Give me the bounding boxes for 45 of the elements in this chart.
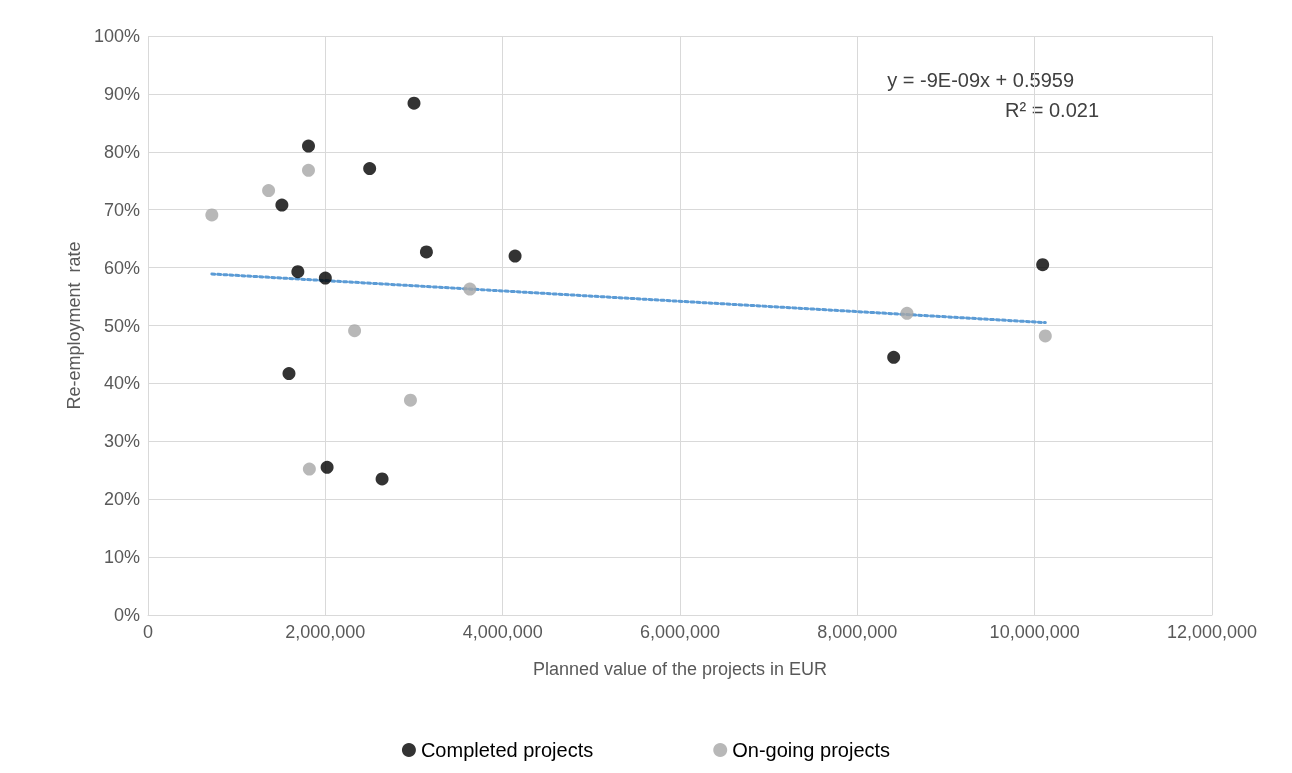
point [403, 393, 417, 407]
point [419, 245, 433, 259]
x-tick-label: 8,000,000 [817, 622, 898, 642]
point [282, 367, 296, 381]
y-tick-label: 80% [103, 141, 140, 162]
y-tick-label: 100% [93, 26, 140, 46]
y-tick-label: 0% [113, 605, 140, 625]
point [302, 163, 315, 177]
legend-label: Completed projects [420, 739, 594, 761]
point [275, 198, 289, 212]
point [320, 460, 334, 474]
y-tick-label: 40% [103, 373, 140, 394]
x-tick-label: 2,000,000 [285, 622, 366, 642]
x-axis-title: Planned value of the projects in EUR [532, 659, 828, 679]
y-tick-label: 70% [103, 199, 140, 220]
point [348, 324, 362, 338]
y-axis-title: Re-employment rate [64, 241, 84, 410]
point [407, 96, 421, 110]
x-tick-label: 0 [142, 622, 154, 642]
x-tick-label: 4,000,000 [462, 622, 543, 642]
point [463, 282, 477, 296]
point [1038, 329, 1052, 343]
y-tick-label: 20% [103, 489, 140, 510]
point [375, 472, 389, 486]
point [363, 162, 377, 176]
point [291, 265, 305, 279]
legend-label: On-going projects [732, 739, 891, 761]
y-tick-label: 10% [103, 547, 140, 568]
x-tick-label: 6,000,000 [639, 622, 721, 642]
y-tick-label: 50% [103, 315, 140, 336]
point [302, 139, 315, 153]
x-tick-label: 12,000,000 [1166, 622, 1258, 642]
x-tick-label: 10,000,000 [989, 622, 1080, 642]
point [900, 306, 914, 320]
point [1036, 258, 1050, 272]
point [262, 184, 276, 198]
y-tick-label: 60% [103, 257, 140, 278]
annotation: y = -9E-09x + 0.5959 [887, 69, 1075, 91]
point [205, 208, 219, 222]
point [508, 249, 522, 263]
point [318, 271, 332, 285]
point [302, 462, 316, 476]
point [887, 350, 901, 364]
y-tick-label: 90% [103, 83, 140, 104]
y-tick-label: 30% [103, 431, 140, 452]
